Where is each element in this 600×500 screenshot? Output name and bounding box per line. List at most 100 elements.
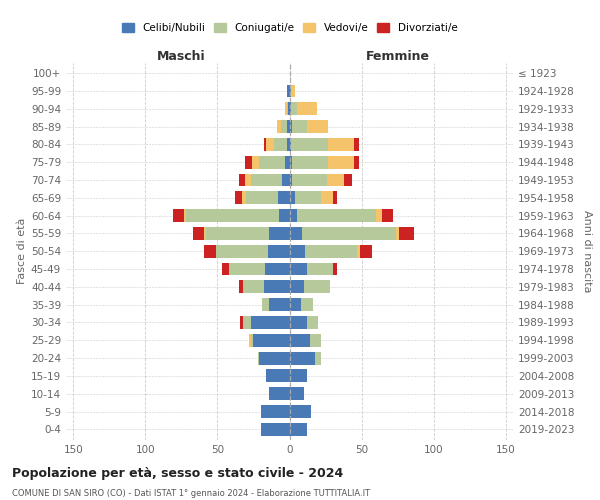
Text: Femmine: Femmine xyxy=(365,50,430,62)
Bar xyxy=(263,280,290,293)
Bar xyxy=(252,156,259,168)
Bar xyxy=(242,192,246,204)
Bar xyxy=(297,209,376,222)
Legend: Celibi/Nubili, Coniugati/e, Vedovi/e, Divorziati/e: Celibi/Nubili, Coniugati/e, Vedovi/e, Di… xyxy=(118,18,461,37)
Bar xyxy=(244,280,263,293)
Bar xyxy=(239,174,245,186)
Text: Maschi: Maschi xyxy=(157,50,206,62)
Bar xyxy=(292,156,328,168)
Bar xyxy=(290,423,307,436)
Bar xyxy=(290,174,292,186)
Bar xyxy=(355,138,359,151)
Bar xyxy=(290,156,292,168)
Bar xyxy=(287,138,290,151)
Bar xyxy=(290,209,297,222)
Bar xyxy=(184,209,185,222)
Bar xyxy=(376,209,382,222)
Bar xyxy=(274,138,287,151)
Bar xyxy=(253,334,290,346)
Bar xyxy=(282,174,290,186)
Bar xyxy=(285,102,287,115)
Bar xyxy=(205,245,216,258)
Bar xyxy=(245,156,252,168)
Bar xyxy=(290,280,304,293)
Bar xyxy=(277,120,281,133)
Bar xyxy=(285,156,290,168)
Bar xyxy=(251,334,253,346)
Bar xyxy=(333,262,337,276)
Bar xyxy=(290,316,307,329)
Bar xyxy=(305,245,357,258)
Bar xyxy=(292,120,307,133)
Bar xyxy=(291,102,297,115)
Bar xyxy=(301,298,313,311)
Bar xyxy=(260,405,290,418)
Bar xyxy=(265,262,290,276)
Bar xyxy=(258,352,259,364)
Bar xyxy=(246,192,278,204)
Bar xyxy=(259,352,290,364)
Bar xyxy=(269,388,290,400)
Bar xyxy=(185,209,280,222)
Bar xyxy=(321,192,333,204)
Bar xyxy=(241,316,244,329)
Bar xyxy=(302,227,396,240)
Bar xyxy=(316,352,321,364)
Bar xyxy=(268,245,290,258)
Bar xyxy=(327,174,344,186)
Bar xyxy=(297,102,317,115)
Bar xyxy=(310,334,321,346)
Bar xyxy=(290,334,310,346)
Bar xyxy=(333,192,337,204)
Bar xyxy=(382,209,394,222)
Bar xyxy=(251,174,282,186)
Bar xyxy=(290,370,307,382)
Bar xyxy=(344,174,352,186)
Bar xyxy=(259,156,285,168)
Bar xyxy=(307,262,333,276)
Bar xyxy=(328,156,355,168)
Bar xyxy=(251,316,290,329)
Bar xyxy=(245,174,251,186)
Bar xyxy=(235,192,242,204)
Bar xyxy=(290,227,302,240)
Bar xyxy=(193,227,205,240)
Bar xyxy=(290,245,305,258)
Bar xyxy=(328,138,355,151)
Bar xyxy=(266,138,274,151)
Bar xyxy=(304,280,330,293)
Bar xyxy=(263,138,266,151)
Y-axis label: Anni di nascita: Anni di nascita xyxy=(581,210,592,292)
Bar xyxy=(292,174,327,186)
Bar xyxy=(291,138,328,151)
Bar xyxy=(216,245,268,258)
Bar xyxy=(291,84,295,98)
Bar xyxy=(280,209,290,222)
Bar xyxy=(355,156,359,168)
Bar xyxy=(287,102,288,115)
Bar xyxy=(288,102,290,115)
Bar xyxy=(307,120,328,133)
Bar xyxy=(262,298,269,311)
Bar xyxy=(290,84,291,98)
Bar xyxy=(222,262,229,276)
Bar xyxy=(399,227,413,240)
Bar xyxy=(206,227,269,240)
Bar xyxy=(173,209,184,222)
Bar xyxy=(290,138,291,151)
Bar xyxy=(295,192,321,204)
Bar xyxy=(244,316,251,329)
Bar xyxy=(357,245,360,258)
Bar xyxy=(290,405,311,418)
Bar xyxy=(278,192,290,204)
Bar xyxy=(360,245,371,258)
Bar xyxy=(269,298,290,311)
Bar xyxy=(205,227,206,240)
Bar xyxy=(290,102,291,115)
Bar xyxy=(249,334,251,346)
Bar xyxy=(287,84,290,98)
Bar xyxy=(290,120,292,133)
Text: COMUNE DI SAN SIRO (CO) - Dati ISTAT 1° gennaio 2024 - Elaborazione TUTTITALIA.I: COMUNE DI SAN SIRO (CO) - Dati ISTAT 1° … xyxy=(12,489,370,498)
Bar xyxy=(290,388,304,400)
Bar xyxy=(290,262,307,276)
